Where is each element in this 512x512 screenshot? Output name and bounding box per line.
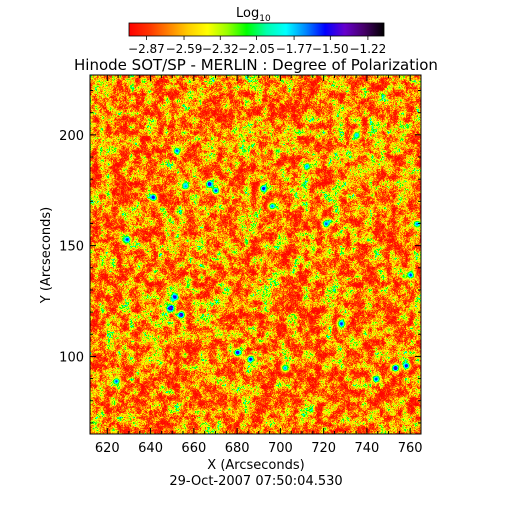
x-tick-label: 760	[398, 441, 423, 456]
colorbar-tick-label: −1.22	[350, 42, 387, 56]
y-tick-label: 200	[59, 129, 84, 144]
x-tick-label: 700	[268, 441, 293, 456]
colorbar	[128, 22, 385, 37]
x-axis-label: X (Arcseconds)	[207, 458, 304, 473]
y-tick-label: 100	[59, 350, 84, 365]
timestamp-footer: 29-Oct-2007 07:50:04.530	[169, 474, 342, 489]
polarization-heatmap	[90, 75, 421, 434]
colorbar-tick-label: −2.87	[128, 42, 165, 56]
x-tick-label: 660	[181, 441, 206, 456]
colorbar-tick-label: −2.32	[202, 42, 239, 56]
colorbar-tick-label: −2.59	[166, 42, 203, 56]
x-tick-label: 620	[95, 441, 120, 456]
x-tick-label: 740	[355, 441, 380, 456]
colorbar-tick-label: −2.05	[238, 42, 275, 56]
x-axis: 620 640 660 680 700 720 740 760	[95, 441, 423, 456]
colorbar-tick-label: −1.77	[276, 42, 313, 56]
x-tick-label: 720	[311, 441, 336, 456]
chart-title: Hinode SOT/SP - MERLIN : Degree of Polar…	[74, 56, 438, 74]
colorbar-label: Log10	[236, 6, 271, 24]
y-axis-label: Y (Arcseconds)	[39, 207, 54, 304]
x-tick-label: 640	[138, 441, 163, 456]
y-tick-label: 150	[59, 240, 84, 255]
colorbar-tick-label: −1.50	[312, 42, 349, 56]
colorbar-ticks: −2.87 −2.59 −2.32 −2.05 −1.77 −1.50 −1.22	[128, 36, 386, 56]
y-axis: 100 150 200	[59, 129, 84, 366]
x-tick-label: 680	[225, 441, 250, 456]
